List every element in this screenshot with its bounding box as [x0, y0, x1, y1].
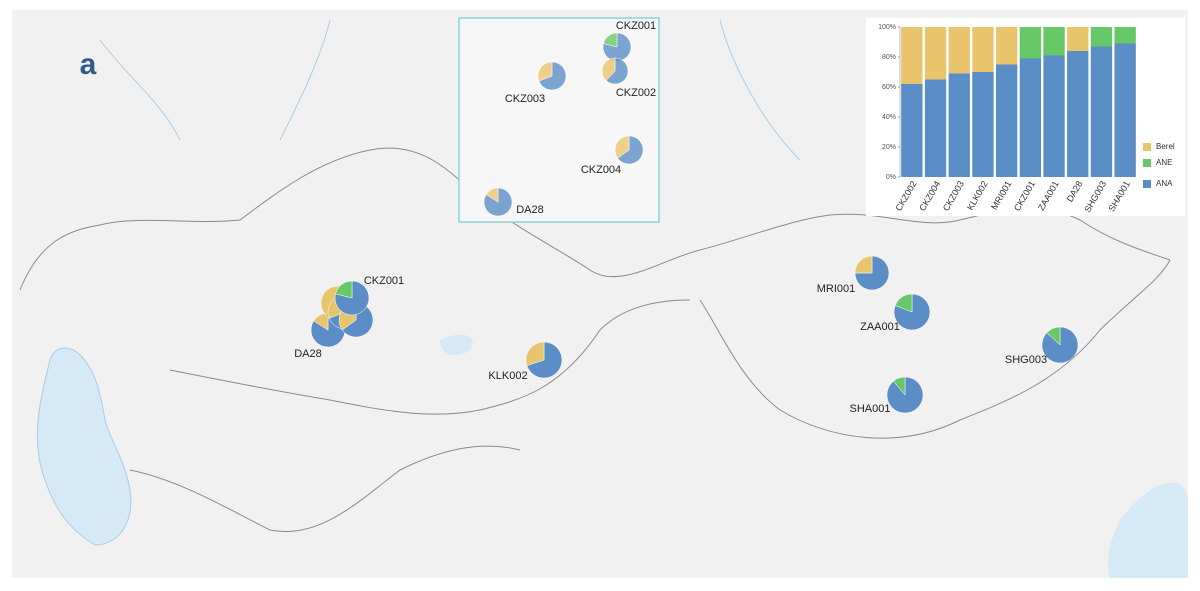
border	[169, 299, 691, 415]
site-label: SHG003	[1005, 354, 1047, 366]
pie-wedge	[537, 61, 553, 82]
legend-swatch	[1143, 180, 1151, 188]
pie-wedge	[335, 280, 353, 299]
pie-wedge	[601, 57, 616, 81]
site-label: CKZ002	[616, 87, 656, 99]
site-label: CKZ001	[616, 20, 656, 32]
y-tick-label: 80%	[882, 54, 896, 61]
pie-wedge	[525, 341, 545, 366]
bar-segment	[1019, 58, 1042, 177]
y-tick-label: 40%	[882, 114, 896, 121]
site-label: SHA001	[850, 403, 891, 415]
bar-segment	[995, 27, 1018, 65]
y-tick-label: 0%	[886, 174, 896, 181]
bar-segment	[972, 27, 994, 72]
border	[699, 259, 1171, 439]
pie-wedge	[1046, 326, 1061, 346]
legend-swatch	[1143, 159, 1151, 167]
bar-segment	[1019, 27, 1042, 59]
site-label: KLK002	[488, 370, 527, 382]
site-label: CKZ004	[581, 164, 621, 176]
pie-wedge	[602, 32, 632, 62]
panel-label: a	[80, 48, 97, 81]
bar-segment	[972, 72, 994, 177]
bar-segment	[1067, 27, 1089, 51]
legend-label: ANE	[1156, 158, 1172, 167]
site-label: CKZ003	[505, 93, 545, 105]
pie-wedge	[526, 341, 563, 379]
bar-segment	[995, 64, 1018, 177]
bar-segment	[1067, 51, 1089, 177]
y-tick-label: 60%	[882, 84, 896, 91]
y-tick-label: 100%	[878, 24, 896, 31]
site-label: DA28	[294, 348, 322, 360]
border	[129, 445, 521, 532]
bar-segment	[901, 27, 923, 84]
sea	[1108, 482, 1188, 578]
bar-segment	[1114, 43, 1136, 177]
bar-segment	[1090, 27, 1113, 47]
pie-wedge	[614, 135, 630, 159]
bar-segment	[1043, 55, 1065, 177]
pie-wedge	[320, 285, 339, 316]
pie-wedge	[603, 32, 618, 48]
bar-segment	[924, 79, 947, 177]
pie-wedge	[538, 61, 567, 91]
y-tick-label: 20%	[882, 144, 896, 151]
site-label: ZAA001	[860, 321, 900, 333]
river	[99, 19, 801, 161]
caspian-sea	[36, 347, 132, 546]
legend-swatch	[1143, 143, 1151, 151]
bar-segment	[948, 27, 970, 74]
bar-segment	[924, 27, 947, 80]
pie-wedge	[893, 376, 906, 396]
legend-label: Berel	[1156, 142, 1175, 151]
pie-wedge	[485, 187, 499, 203]
bar-segment	[901, 84, 923, 177]
bar-segment	[1114, 27, 1136, 44]
bar-segment	[1090, 46, 1113, 177]
pie-wedge	[894, 293, 913, 313]
site-label: DA28	[516, 204, 544, 216]
site-label: CKZ001	[364, 275, 404, 287]
bar-segment	[1043, 27, 1065, 56]
site-label: MRI001	[817, 283, 856, 295]
pie-wedge	[854, 255, 873, 274]
pie-wedge	[605, 57, 629, 85]
lake	[440, 334, 473, 356]
legend-label: ANA	[1156, 179, 1173, 188]
bar-segment	[948, 73, 970, 177]
pie-wedge	[617, 135, 644, 165]
